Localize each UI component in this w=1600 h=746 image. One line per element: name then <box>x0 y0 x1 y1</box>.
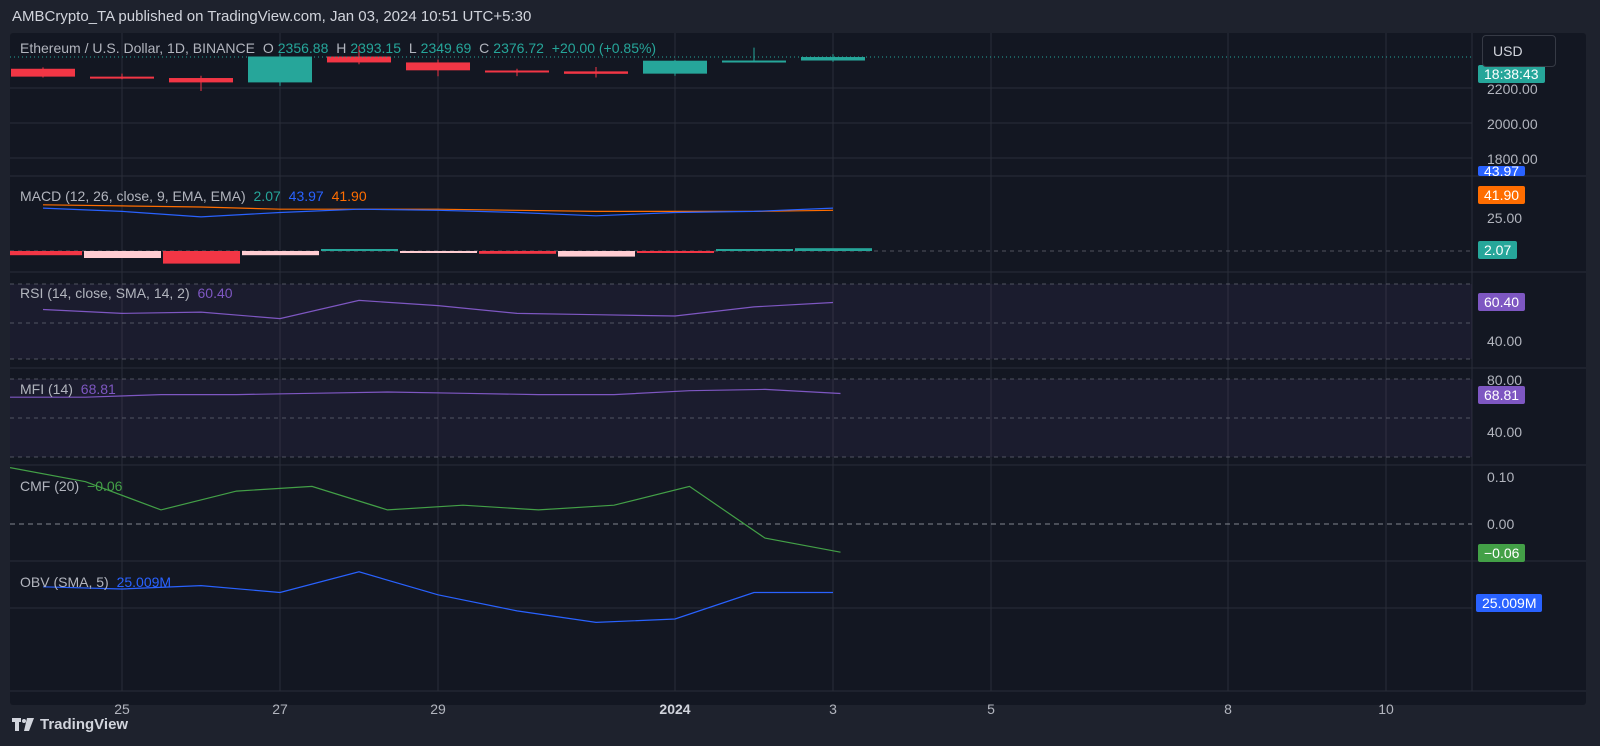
macd-hist-bar <box>558 251 635 257</box>
macd-legend[interactable]: MACD (12, 26, close, 9, EMA, EMA) 2.07 4… <box>20 188 371 204</box>
rsi-band <box>10 284 1472 359</box>
footer-brand: TradingView <box>40 716 129 733</box>
candle-body <box>406 62 470 71</box>
price-tick-1800: 1800.00 <box>1487 151 1538 167</box>
macd-tick: 25.00 <box>1487 210 1523 226</box>
candle-body <box>722 60 786 63</box>
chart-canvas[interactable] <box>10 33 1586 705</box>
cmf-legend[interactable]: CMF (20) −0.06 <box>20 478 126 494</box>
macd-hist-value: 2.07 <box>253 188 281 204</box>
candle-body <box>643 60 707 74</box>
x-tick-label: 27 <box>272 701 288 717</box>
price-tick-2000: 2000.00 <box>1487 116 1538 132</box>
candle-body <box>327 56 391 63</box>
tradingview-logo-icon <box>12 717 34 732</box>
macd-hist-bar <box>479 251 556 254</box>
countdown-badge: 18:38:43 <box>1478 65 1545 83</box>
x-tick-label: 5 <box>987 701 995 717</box>
x-tick-label: 3 <box>829 701 837 717</box>
rsi-badge: 60.40 <box>1478 293 1526 311</box>
macd-name: MACD (12, 26, close, 9, EMA, EMA) <box>20 188 246 204</box>
macd-hist-bar <box>321 249 398 251</box>
cmf-badge: −0.06 <box>1478 544 1526 562</box>
currency-button[interactable]: USD <box>1482 35 1556 67</box>
price-tick-2200: 2200.00 <box>1487 81 1538 97</box>
high-value: 2393.15 <box>350 40 401 56</box>
obv-legend[interactable]: OBV (SMA, 5) 25.009M <box>20 574 175 590</box>
close-label: C <box>479 40 490 56</box>
low-label: L <box>408 40 417 56</box>
mfi-badge: 68.81 <box>1478 386 1526 404</box>
cmf-line <box>10 467 841 553</box>
mfi-value: 68.81 <box>80 381 116 397</box>
price-legend: Ethereum / U.S. Dollar, 1D, BINANCE O 235… <box>20 40 660 56</box>
cmf-name: CMF (20) <box>20 478 80 494</box>
macd-hist-bar <box>242 251 319 256</box>
mfi-name: MFI (14) <box>20 381 73 397</box>
candle-body <box>564 71 628 74</box>
candle-body <box>90 76 154 79</box>
macd-hist-bar <box>400 251 477 253</box>
macd-hist-bar <box>163 251 240 264</box>
publisher-line: AMBCrypto_TA published on TradingView.co… <box>12 8 532 25</box>
macd-line-value: 43.97 <box>288 188 324 204</box>
rsi-legend[interactable]: RSI (14, close, SMA, 14, 2) 60.40 <box>20 285 237 301</box>
x-tick-label: 25 <box>114 701 130 717</box>
open-value: 2356.88 <box>277 40 329 56</box>
mfi-tick-80: 80.00 <box>1487 372 1523 388</box>
candle-body <box>11 68 75 77</box>
close-value: 2376.72 <box>493 40 544 56</box>
high-label: H <box>336 40 347 56</box>
rsi-line <box>42 299 834 320</box>
obv-badge: 25.009M <box>1476 594 1543 612</box>
footer: TradingView <box>12 716 128 733</box>
candle-body <box>801 57 865 61</box>
macd-line <box>42 207 834 218</box>
macd-hist-bar <box>716 249 793 251</box>
candle-body <box>248 56 312 83</box>
cmf-value: −0.06 <box>87 478 123 494</box>
low-value: 2349.69 <box>420 40 472 56</box>
candle-body <box>485 70 549 73</box>
macd-hist-bar <box>10 251 82 256</box>
candle-body <box>169 78 233 83</box>
rsi-tick: 40.00 <box>1487 333 1523 349</box>
change-value: +20.00 (+0.85%) <box>551 40 657 56</box>
cmf-tick-010: 0.10 <box>1487 469 1515 485</box>
mfi-legend[interactable]: MFI (14) 68.81 <box>20 381 120 397</box>
chart-area[interactable]: Ethereum / U.S. Dollar, 1D, BINANCE O 235… <box>10 33 1586 717</box>
macd-hist-bar <box>795 248 872 251</box>
x-tick-label: 29 <box>430 701 446 717</box>
x-tick-label: 10 <box>1378 701 1394 717</box>
cmf-tick-000: 0.00 <box>1487 516 1515 532</box>
macd-signal-value: 41.90 <box>331 188 367 204</box>
obv-line <box>42 571 833 624</box>
macd-line-badge: 43.97 <box>1478 166 1526 176</box>
obv-name: OBV (SMA, 5) <box>20 574 109 590</box>
obv-value: 25.009M <box>116 574 172 590</box>
macd-hist-badge: 2.07 <box>1478 241 1518 259</box>
rsi-name: RSI (14, close, SMA, 14, 2) <box>20 285 190 301</box>
symbol-label[interactable]: Ethereum / U.S. Dollar, 1D, BINANCE <box>20 40 255 56</box>
open-label: O <box>262 40 274 56</box>
macd-hist-bar <box>84 251 161 258</box>
macd-hist-bar <box>637 251 714 253</box>
mfi-tick-40: 40.00 <box>1487 424 1523 440</box>
x-tick-label: 2024 <box>659 701 691 717</box>
macd-signal-badge: 41.90 <box>1478 186 1526 204</box>
mfi-line <box>10 388 841 398</box>
macd-signal-line <box>42 204 834 212</box>
x-tick-label: 8 <box>1224 701 1232 717</box>
rsi-value: 60.40 <box>197 285 233 301</box>
